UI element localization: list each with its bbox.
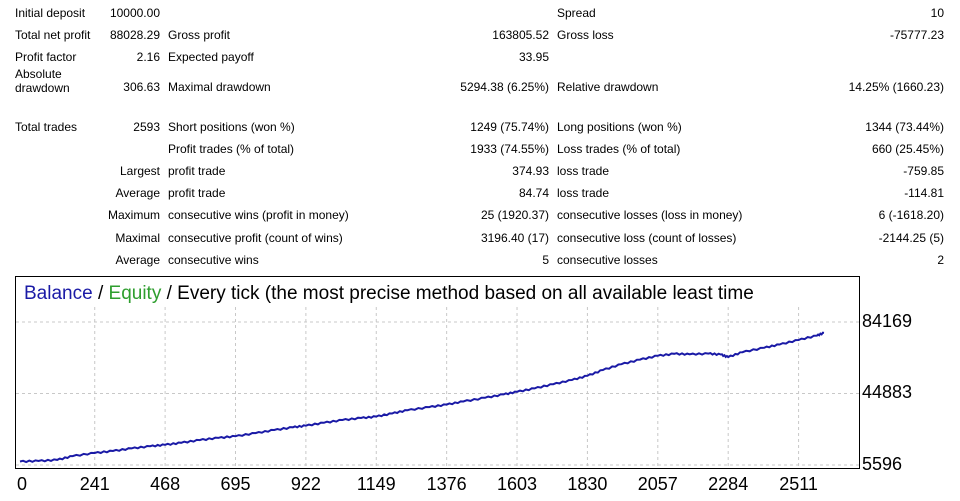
report-cell-r6-v1: Largest [119, 164, 160, 178]
chart-legend: Balance / Equity / Every tick (the most … [24, 283, 754, 305]
y-tick-label: 5596 [862, 454, 903, 474]
report-cell-r9-v1: Maximal [115, 231, 160, 245]
legend-balance: Balance [24, 283, 93, 304]
report-cell-r3-c2: Maximal drawdown [168, 80, 271, 94]
report-cell-r10-v2: 5 [542, 253, 549, 267]
x-tick-label: 1603 [497, 474, 538, 494]
report-cell-r7-v2: 84.74 [518, 186, 549, 200]
report-cell-r8-v2: 25 (1920.37) [480, 208, 549, 222]
x-tick-label: 241 [79, 474, 110, 494]
report-cell-r1-c3: Gross loss [557, 28, 614, 42]
report-cell-r6-c3: loss trade [557, 164, 610, 178]
report-cell-r5-c2: Profit trades (% of total) [168, 142, 295, 156]
report-cell-r5-v2: 1933 (74.55%) [470, 142, 549, 156]
report-table: Initial deposit 10000.00 Spread 10 Total net… [15, 6, 944, 267]
report-cell-r1-c1: Total net profit [15, 28, 91, 42]
report-cell-r2-c2: Expected payoff [168, 50, 254, 64]
report-cell-r5-c3: Loss trades (% of total) [557, 142, 681, 156]
report-cell-r1-v3: -75777.23 [889, 28, 944, 42]
report-cell-r1-v1: 88028.29 [109, 28, 160, 42]
balance-chart: Balance / Equity / Every tick (the most … [15, 276, 860, 469]
report-cell-r9-c2: consecutive profit (count of wins) [168, 231, 343, 245]
report-cell-r4-c3: Long positions (won %) [557, 120, 682, 134]
report-cell-r2-v1: 2.16 [136, 50, 160, 64]
legend-equity: Equity [108, 283, 162, 304]
y-tick-label: 84169 [862, 311, 913, 331]
report-cell-r1-c2: Gross profit [168, 28, 231, 42]
y-tick-label: 44883 [862, 382, 913, 403]
report-cell-r10-c3: consecutive losses [557, 253, 658, 267]
report-cell-r3-c3: Relative drawdown [557, 80, 659, 94]
x-tick-label: 1830 [567, 474, 608, 494]
legend-separator: / [92, 283, 109, 304]
x-tick-label: 2057 [637, 474, 678, 494]
report-cell-r6-c2: profit trade [168, 164, 226, 178]
report-cell-r10-c2: consecutive wins [168, 253, 259, 267]
report-cell-r1-v2: 163805.52 [492, 28, 549, 42]
x-tick-label: 1376 [426, 474, 467, 494]
x-tick-label: 695 [220, 474, 251, 494]
report-cell-r8-c2: consecutive wins (profit in money) [168, 208, 349, 222]
report-cell-r10-v3: 2 [937, 253, 944, 267]
x-tick-label: 1149 [356, 474, 396, 494]
report-cell-r3-v1: 306.63 [123, 80, 160, 94]
report-cell-r8-v3: 6 (-1618.20) [878, 208, 944, 222]
report-cell-r2-c1: Profit factor [15, 50, 77, 64]
report-cell-r4-c2: Short positions (won %) [168, 120, 295, 134]
report-cell-r7-v1: Average [115, 186, 160, 200]
report-cell-r3-c1: Absolute drawdown [15, 67, 70, 95]
report-cell-r8-c3: consecutive losses (loss in money) [557, 208, 743, 222]
series-line-balance [19, 331, 825, 464]
report-cell-r0-v1: 10000.00 [109, 6, 160, 20]
report-cell-r3-v2: 5294.38 (6.25%) [460, 80, 549, 94]
x-tick-label: 0 [16, 474, 28, 494]
legend-description: / Every tick (the most precise method ba… [161, 283, 754, 304]
report-cell-r4-v3: 1344 (73.44%) [865, 120, 944, 134]
report-cell-r9-v2: 3196.40 (17) [480, 231, 549, 245]
report-cell-r5-v3: 660 (25.45%) [871, 142, 944, 156]
report-cell-r0-c3: Spread [557, 6, 596, 20]
chart-plot-area [16, 307, 859, 468]
x-tick-label: 2284 [708, 474, 749, 494]
report-cell-r0-v3: 10 [930, 6, 944, 20]
report-cell-r7-c3: loss trade [557, 186, 610, 200]
report-cell-r4-v1: 2593 [133, 120, 160, 134]
x-tick-label: 922 [290, 474, 321, 494]
report-cell-r6-v3: -759.85 [903, 164, 944, 178]
report-cell-r8-v1: Maximum [107, 208, 160, 222]
report-cell-r10-v1: Average [115, 253, 160, 267]
report-cell-r7-c2: profit trade [168, 186, 226, 200]
report-cell-r4-v2: 1249 (75.74%) [470, 120, 549, 134]
x-tick-label: 2511 [779, 474, 818, 494]
report-cell-r2-v2: 33.95 [518, 50, 549, 64]
report-cell-r0-c1: Initial deposit [15, 6, 86, 20]
report-cell-r4-c1: Total trades [15, 120, 78, 134]
x-tick-label: 468 [150, 474, 181, 494]
report-cell-r9-c3: consecutive loss (count of losses) [557, 231, 737, 245]
report-cell-r9-v3: -2144.25 (5) [878, 231, 944, 245]
report-cell-r7-v3: -114.81 [904, 186, 944, 200]
report-cell-r3-v3: 14.25% (1660.23) [848, 80, 944, 94]
report-cell-r6-v2: 374.93 [512, 164, 549, 178]
